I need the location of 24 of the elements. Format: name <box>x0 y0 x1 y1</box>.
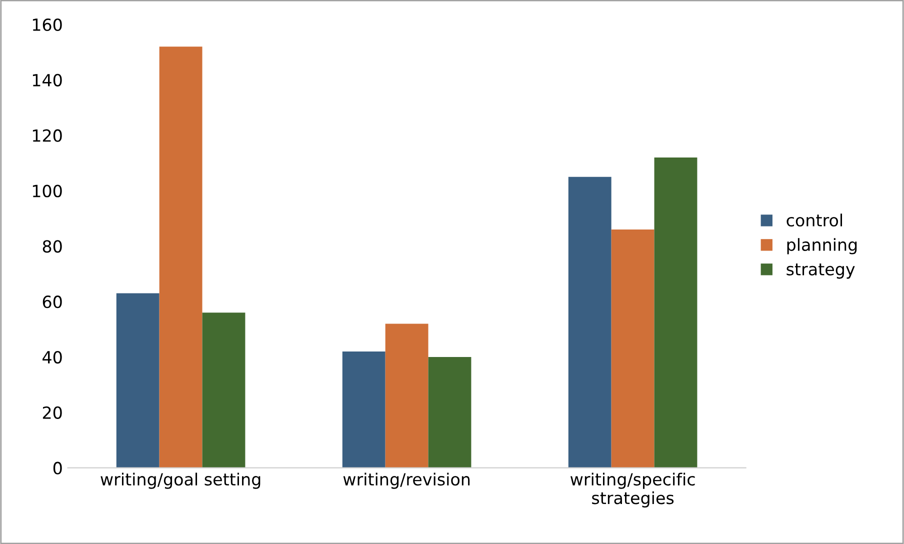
bar <box>428 357 472 468</box>
legend-label: planning <box>787 238 857 254</box>
x-tick-label: writing/goal setting <box>100 472 260 489</box>
legend-label: control <box>786 214 842 227</box>
y-tick-label: 160 <box>32 18 62 32</box>
y-tick-label: 120 <box>32 129 62 142</box>
y-tick-label: 140 <box>32 74 62 86</box>
x-tick-label: writing/revision <box>343 472 470 489</box>
y-tick-label: 0 <box>53 462 62 474</box>
y-tick-label: 40 <box>42 350 62 364</box>
bar <box>159 46 202 468</box>
bar <box>654 157 698 468</box>
y-tick-label: 20 <box>42 406 62 419</box>
bar <box>611 230 654 468</box>
y-tick-label: 80 <box>42 240 62 253</box>
bar <box>116 293 160 468</box>
x-tick-label: writing/specific strategies <box>570 472 695 508</box>
bar <box>342 351 386 468</box>
legend-label: strategy <box>786 264 855 279</box>
y-tick-label: 60 <box>42 296 62 308</box>
y-tick-label: 100 <box>32 184 62 198</box>
bar <box>385 324 428 468</box>
bar <box>202 312 246 468</box>
bar <box>568 176 612 468</box>
